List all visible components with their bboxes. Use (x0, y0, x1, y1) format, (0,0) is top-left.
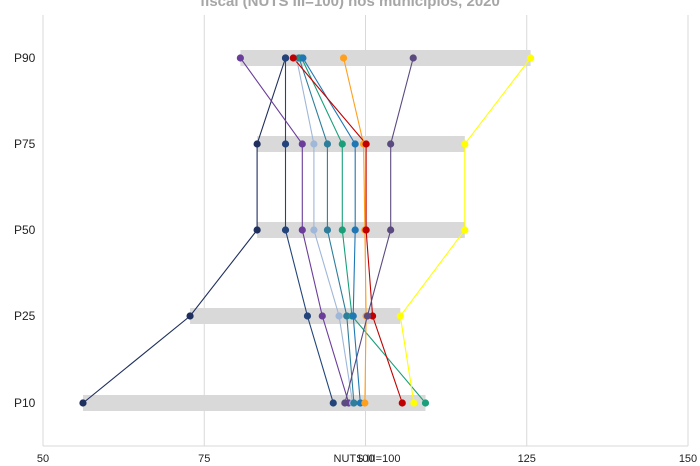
data-point (186, 312, 194, 320)
data-point (368, 312, 377, 320)
data-point (362, 226, 370, 234)
data-point (253, 140, 261, 148)
data-point (299, 54, 307, 62)
x-axis-title: NUTS III=100 (334, 453, 401, 465)
data-point (281, 54, 290, 62)
data-point (362, 140, 370, 148)
range-bar-p25 (190, 308, 401, 324)
data-point (338, 226, 346, 234)
data-point (79, 399, 87, 407)
data-point (323, 226, 332, 234)
data-point (289, 54, 297, 62)
data-point (350, 399, 358, 407)
data-point (410, 399, 418, 407)
x-tick-labels: 50 75 100 125 150 (37, 453, 697, 465)
x-tick-label: 100 (356, 453, 374, 465)
category-labels: P90 P75 P50 P25 P10 (14, 51, 36, 410)
x-tick-label: 50 (37, 453, 49, 465)
data-point (236, 54, 244, 62)
range-bar-p10 (82, 395, 426, 411)
range-bar-p90 (240, 50, 531, 66)
x-tick-label: 125 (518, 453, 536, 465)
data-point (318, 312, 326, 320)
data-point (298, 140, 306, 148)
series-points (79, 54, 535, 407)
range-bar-p50 (257, 222, 465, 238)
data-point (253, 226, 261, 234)
data-point (387, 140, 395, 148)
data-point (398, 399, 406, 407)
data-point (387, 226, 395, 234)
data-point (361, 399, 369, 407)
data-point (343, 312, 351, 320)
x-tick-label: 150 (679, 453, 697, 465)
category-label-p10: P10 (14, 396, 36, 410)
data-point (461, 140, 469, 148)
data-point (335, 312, 343, 320)
data-point (310, 140, 318, 148)
data-point (338, 140, 346, 148)
data-point (298, 226, 306, 234)
category-label-p50: P50 (14, 223, 36, 237)
data-point (363, 312, 372, 320)
data-point (396, 312, 404, 320)
data-point (329, 399, 337, 407)
x-tick-label: 75 (198, 453, 210, 465)
data-point (351, 140, 359, 148)
data-point (341, 399, 349, 407)
category-label-p90: P90 (14, 51, 36, 65)
category-label-p25: P25 (14, 309, 36, 323)
data-point (303, 312, 312, 320)
range-bars (82, 50, 531, 411)
category-label-p75: P75 (14, 137, 36, 151)
data-point (323, 140, 332, 148)
data-point (281, 140, 290, 148)
data-point (349, 312, 357, 320)
data-point (461, 226, 469, 234)
data-point (281, 226, 290, 234)
data-point (421, 399, 430, 407)
data-point (310, 226, 318, 234)
chart-title: fiscal (NUTS III=100) nos municípios, 20… (200, 0, 500, 10)
data-point (339, 54, 348, 62)
data-point (527, 54, 535, 62)
data-point (351, 226, 359, 234)
data-point (409, 54, 417, 62)
